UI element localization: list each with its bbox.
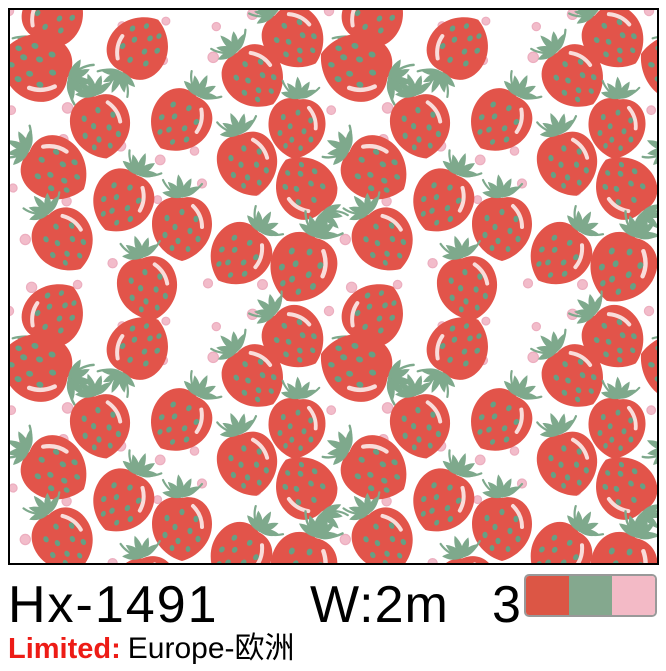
width-spec: W:2m: [310, 576, 449, 634]
swatch-bar: [524, 574, 657, 617]
limited-region: Europe-欧洲: [127, 632, 295, 665]
swatch-green: [569, 576, 612, 615]
swatch-red: [526, 576, 569, 615]
product-code: Hx-1491: [8, 576, 219, 634]
pattern-svg: [10, 10, 657, 563]
swatch-pink: [612, 576, 655, 615]
strawberries-layer: [10, 10, 657, 563]
color-count: 3: [492, 576, 521, 634]
pattern-frame: [8, 8, 659, 565]
limited-line: Limited: Europe-欧洲: [8, 634, 295, 664]
limited-label: Limited:: [8, 633, 121, 665]
